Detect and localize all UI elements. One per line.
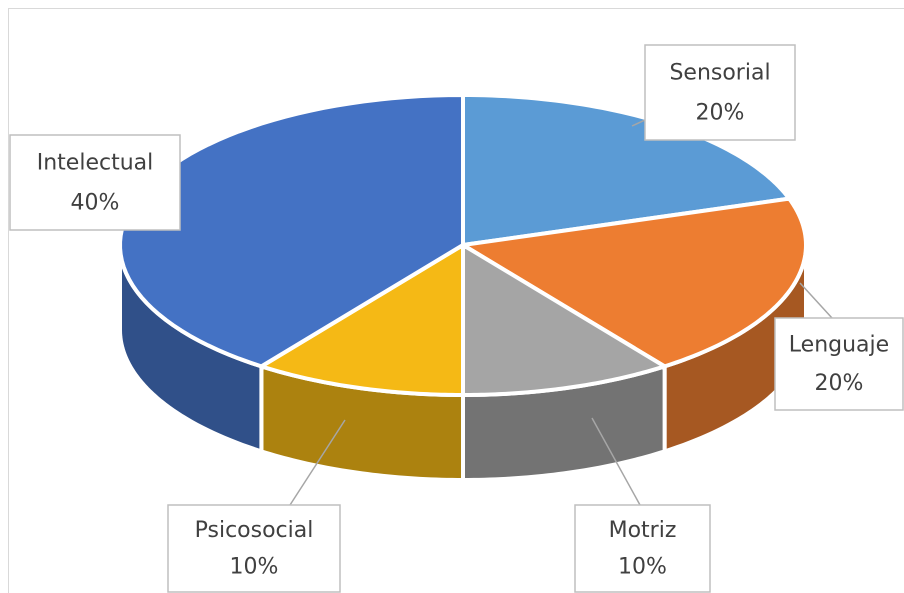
leader-line — [799, 282, 833, 319]
slice — [259, 243, 465, 397]
data-label-value: 10% — [230, 555, 279, 580]
leader-line — [631, 119, 646, 127]
data-label-name: Psicosocial — [195, 518, 314, 543]
data-label-name: Motriz — [609, 518, 677, 543]
leader-line — [591, 417, 641, 506]
leader-line — [289, 419, 346, 506]
label-box — [9, 134, 181, 231]
slice — [461, 196, 808, 369]
label-box — [167, 504, 341, 593]
data-label-name: Intelectual — [37, 151, 154, 176]
data-label-value: 20% — [696, 100, 745, 125]
data-label-value: 10% — [618, 555, 667, 580]
data-label-value: 40% — [71, 190, 120, 215]
data-label-name: Sensorial — [669, 61, 770, 86]
slice — [461, 243, 667, 397]
label-box — [574, 504, 711, 593]
chart-border — [8, 8, 904, 593]
data-label-value: 20% — [815, 371, 864, 396]
data-label-name: Lenguaje — [789, 333, 889, 358]
label-box — [774, 317, 904, 411]
label-box — [644, 44, 796, 141]
